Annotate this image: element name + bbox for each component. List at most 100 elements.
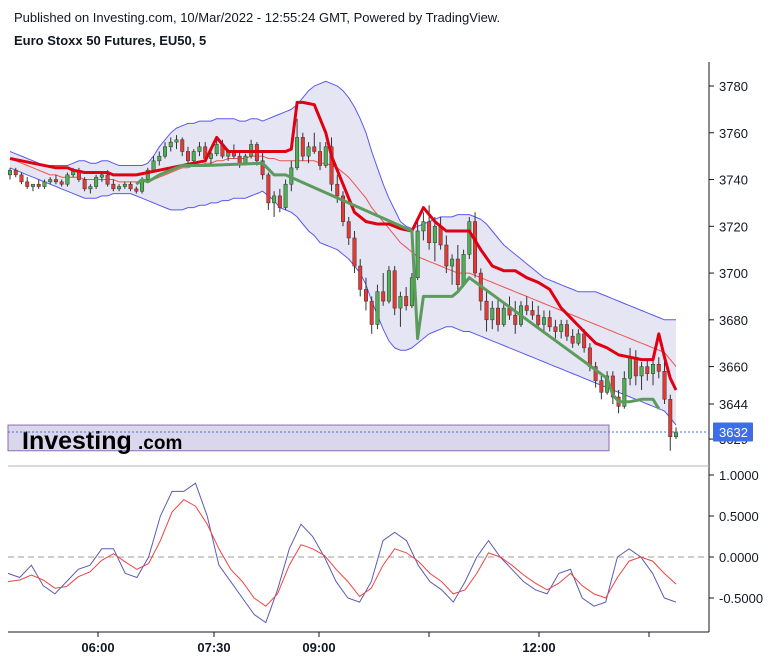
candle bbox=[530, 301, 535, 320]
candle-body bbox=[576, 333, 581, 344]
candle-body bbox=[530, 310, 535, 316]
candle-body bbox=[524, 305, 529, 311]
candle bbox=[432, 216, 437, 262]
candle-body bbox=[369, 300, 374, 325]
candle bbox=[214, 139, 219, 157]
candle bbox=[53, 174, 58, 185]
candle bbox=[99, 172, 104, 182]
candle bbox=[283, 179, 288, 210]
candle-body bbox=[398, 296, 403, 309]
candle-body bbox=[473, 221, 478, 274]
candle bbox=[180, 137, 185, 157]
candle-body bbox=[312, 146, 317, 152]
candle-body bbox=[128, 183, 133, 190]
candle bbox=[19, 172, 24, 185]
candle-body bbox=[662, 371, 667, 400]
published-caption: Published on Investing.com, 10/Mar/2022 … bbox=[14, 10, 501, 25]
candle-body bbox=[323, 146, 328, 166]
candle bbox=[409, 273, 414, 309]
candle-body bbox=[105, 174, 110, 185]
candle bbox=[341, 191, 345, 227]
candle-body bbox=[295, 137, 300, 169]
oscillator-fast-line bbox=[7, 482, 677, 624]
candle bbox=[88, 184, 93, 194]
candle-body bbox=[208, 153, 213, 159]
current-price-text: 3632 bbox=[719, 425, 748, 440]
osc-tick-label: -0.5000 bbox=[719, 591, 763, 606]
candle-body bbox=[42, 181, 47, 187]
candle bbox=[122, 181, 127, 189]
candle bbox=[134, 186, 139, 194]
candle-body bbox=[283, 183, 288, 208]
candle-body bbox=[168, 141, 173, 148]
logo-suffix: .com bbox=[138, 433, 182, 454]
candle bbox=[329, 137, 334, 192]
candle-body bbox=[564, 324, 569, 337]
candle bbox=[208, 151, 213, 166]
candle bbox=[490, 301, 495, 330]
candle bbox=[593, 361, 598, 388]
candle bbox=[513, 301, 518, 334]
candle bbox=[363, 277, 368, 311]
candle bbox=[157, 151, 162, 166]
candle bbox=[639, 361, 644, 390]
current-price-badge bbox=[713, 422, 753, 442]
bollinger-upper-line bbox=[9, 80, 676, 321]
price-tick-label: 3760 bbox=[719, 126, 748, 141]
candle bbox=[524, 296, 529, 316]
candle-body bbox=[306, 146, 311, 157]
candle-body bbox=[237, 155, 242, 164]
candle-body bbox=[656, 364, 661, 372]
oscillator-axis: 1.0000 0.5000 0.0000 -0.5000 bbox=[709, 468, 763, 606]
candle bbox=[570, 329, 575, 348]
candle-body bbox=[8, 169, 12, 176]
candle bbox=[30, 183, 35, 192]
price-tick-label: 3700 bbox=[719, 266, 748, 281]
candle-body bbox=[197, 146, 202, 152]
candle bbox=[450, 254, 455, 285]
time-tick-label: 09:00 bbox=[302, 640, 335, 655]
candle bbox=[375, 284, 380, 330]
candle-body bbox=[53, 179, 58, 183]
candle-body bbox=[352, 237, 357, 267]
candle bbox=[145, 167, 150, 182]
candle-body bbox=[484, 300, 489, 321]
candle-body bbox=[186, 151, 190, 162]
candle-body bbox=[346, 221, 351, 239]
candle bbox=[94, 174, 99, 189]
time-tick-label: 07:30 bbox=[197, 640, 230, 655]
candle bbox=[174, 135, 179, 150]
candle-body bbox=[645, 366, 650, 374]
time-tick-label: 06:00 bbox=[81, 640, 114, 655]
price-zone-box bbox=[7, 424, 610, 452]
bollinger-lower-line bbox=[9, 167, 677, 426]
candle bbox=[168, 137, 173, 152]
candle-body bbox=[582, 333, 587, 349]
time-axis: 06:00 07:30 09:00 12:00 bbox=[81, 632, 650, 655]
supertrend-down-line bbox=[9, 100, 678, 391]
candle bbox=[36, 179, 41, 189]
candle-body bbox=[260, 160, 265, 176]
candle-body bbox=[163, 146, 167, 157]
candle bbox=[346, 216, 351, 245]
candle bbox=[564, 319, 569, 341]
candle-body bbox=[496, 307, 500, 325]
candle bbox=[559, 319, 564, 339]
candle-body bbox=[13, 169, 18, 176]
candle-body bbox=[651, 364, 656, 374]
candle bbox=[645, 359, 650, 381]
candle bbox=[496, 298, 500, 332]
candle bbox=[467, 216, 472, 260]
candle-body bbox=[674, 431, 678, 437]
candle bbox=[191, 149, 196, 164]
candle bbox=[323, 142, 328, 168]
candle bbox=[128, 181, 133, 192]
candle bbox=[48, 177, 53, 185]
candle-body bbox=[59, 181, 64, 185]
price-tick-label: 3660 bbox=[719, 360, 748, 375]
candle bbox=[117, 184, 122, 192]
candle bbox=[536, 305, 541, 330]
osc-tick-label: 0.0000 bbox=[719, 550, 759, 565]
candle-body bbox=[541, 317, 546, 325]
